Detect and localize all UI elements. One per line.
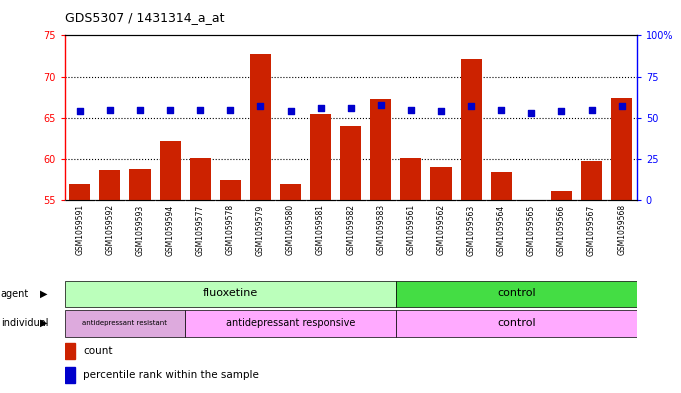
Text: GSM1059564: GSM1059564 — [496, 204, 506, 255]
Text: GSM1059594: GSM1059594 — [165, 204, 174, 255]
Point — [315, 105, 326, 111]
Text: control: control — [497, 288, 536, 298]
Point — [526, 110, 537, 116]
Text: GSM1059582: GSM1059582 — [346, 204, 355, 255]
Point — [466, 103, 477, 110]
Text: agent: agent — [1, 289, 29, 299]
Bar — [340, 126, 361, 200]
Bar — [430, 167, 452, 200]
Text: GSM1059581: GSM1059581 — [316, 204, 325, 255]
Text: ▶: ▶ — [39, 289, 47, 299]
Bar — [69, 184, 91, 200]
Text: GSM1059563: GSM1059563 — [466, 204, 475, 255]
Text: antidepressant responsive: antidepressant responsive — [226, 318, 355, 328]
Bar — [400, 158, 422, 200]
Point — [225, 107, 236, 113]
Point — [556, 108, 567, 114]
Bar — [581, 161, 602, 200]
Point — [255, 103, 266, 110]
Bar — [250, 53, 271, 200]
Text: individual: individual — [1, 318, 48, 328]
Point — [405, 107, 416, 113]
Point — [74, 108, 85, 114]
Text: GSM1059565: GSM1059565 — [527, 204, 536, 255]
Bar — [396, 281, 637, 307]
Point — [135, 107, 146, 113]
Bar — [396, 310, 637, 336]
Point — [285, 108, 296, 114]
Point — [375, 101, 386, 108]
Point — [436, 108, 447, 114]
Bar — [220, 180, 241, 200]
Text: ▶: ▶ — [39, 318, 47, 328]
Text: percentile rank within the sample: percentile rank within the sample — [83, 370, 259, 380]
Text: GSM1059578: GSM1059578 — [226, 204, 235, 255]
Text: GDS5307 / 1431314_a_at: GDS5307 / 1431314_a_at — [65, 11, 224, 24]
Text: GSM1059579: GSM1059579 — [256, 204, 265, 255]
Bar — [551, 191, 572, 200]
Point — [586, 107, 597, 113]
Bar — [460, 59, 481, 200]
Bar — [99, 170, 121, 200]
Text: GSM1059580: GSM1059580 — [286, 204, 295, 255]
Bar — [521, 200, 542, 202]
Bar — [491, 173, 512, 200]
Text: GSM1059577: GSM1059577 — [195, 204, 205, 255]
Bar — [280, 184, 301, 200]
Point — [195, 107, 206, 113]
Text: GSM1059592: GSM1059592 — [106, 204, 114, 255]
Bar — [65, 367, 75, 383]
Bar — [310, 114, 331, 200]
Bar — [65, 343, 75, 360]
Text: GSM1059568: GSM1059568 — [617, 204, 627, 255]
Bar — [611, 98, 632, 200]
Text: GSM1059593: GSM1059593 — [136, 204, 144, 255]
Text: GSM1059591: GSM1059591 — [75, 204, 84, 255]
Point — [165, 107, 176, 113]
Point — [104, 107, 115, 113]
Bar — [65, 281, 396, 307]
Text: GSM1059561: GSM1059561 — [407, 204, 415, 255]
Bar — [129, 169, 151, 200]
Text: count: count — [83, 346, 113, 356]
Bar — [65, 310, 185, 336]
Text: GSM1059567: GSM1059567 — [587, 204, 596, 255]
Bar — [189, 158, 210, 200]
Point — [616, 103, 627, 110]
Bar — [185, 310, 396, 336]
Bar — [159, 141, 180, 200]
Text: GSM1059583: GSM1059583 — [377, 204, 385, 255]
Text: GSM1059566: GSM1059566 — [557, 204, 566, 255]
Text: control: control — [497, 318, 536, 328]
Point — [496, 107, 507, 113]
Text: GSM1059562: GSM1059562 — [437, 204, 445, 255]
Text: fluoxetine: fluoxetine — [203, 288, 258, 298]
Text: antidepressant resistant: antidepressant resistant — [82, 320, 168, 326]
Point — [345, 105, 356, 111]
Bar — [370, 99, 392, 200]
